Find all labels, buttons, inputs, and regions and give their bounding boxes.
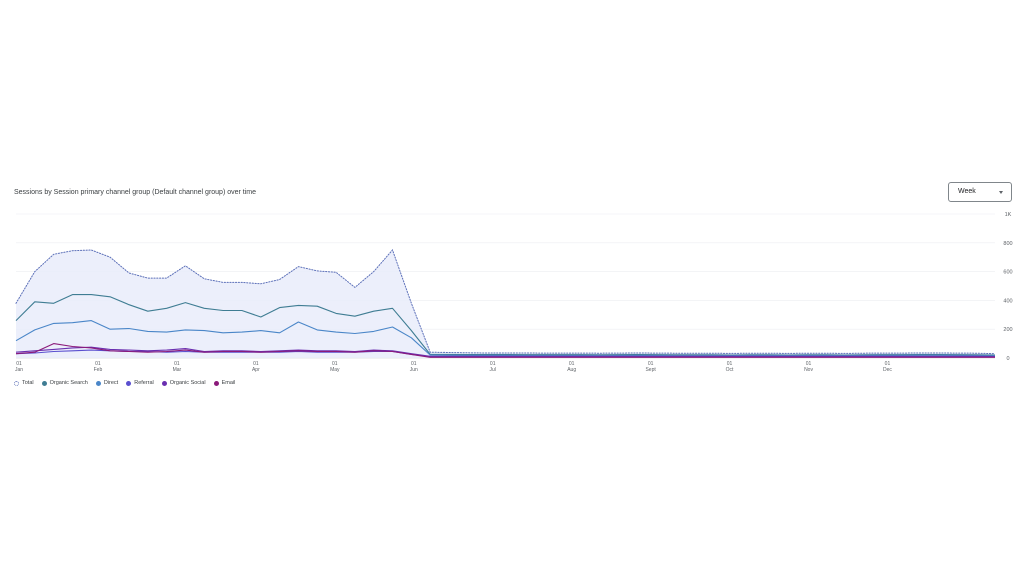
y-tick-label: 1K	[1005, 212, 1012, 218]
x-tick-day: 01	[95, 361, 101, 367]
y-tick-label: 800	[1003, 241, 1012, 247]
x-tick-day: 01	[332, 361, 338, 367]
x-tick-month: Dec	[883, 367, 892, 373]
legend-item-email[interactable]: Email	[213, 380, 236, 386]
x-tick-month: May	[330, 367, 340, 373]
x-tick-day: 01	[806, 361, 812, 367]
period-dropdown[interactable]: Week	[948, 182, 1012, 202]
legend-swatch-icon	[95, 380, 101, 386]
chart-title: Sessions by Session primary channel grou…	[14, 189, 257, 196]
x-tick-month: Aug	[567, 367, 576, 373]
x-tick-day: 01	[569, 361, 575, 367]
x-tick-month: Feb	[94, 367, 103, 373]
x-tick-day: 01	[727, 361, 733, 367]
x-tick-day: 01	[411, 361, 417, 367]
x-tick-month: Nov	[804, 367, 813, 373]
x-tick-day: 01	[174, 361, 180, 367]
legend-swatch-icon	[41, 380, 47, 386]
legend-swatch-icon	[14, 380, 19, 386]
x-tick-day: 01	[16, 361, 22, 367]
legend-swatch-icon	[126, 380, 132, 386]
total-area	[16, 250, 995, 358]
sessions-line-chart: 02004006008001K01Jan01Feb01Mar01Apr01May…	[15, 212, 1013, 373]
legend-swatch-icon	[161, 380, 167, 386]
legend-item-direct[interactable]: Direct	[95, 380, 119, 386]
organic-social-line	[15, 346, 996, 358]
caret-down-icon	[999, 191, 1003, 194]
organic-search-line	[15, 294, 996, 356]
x-tick-month: Sept	[645, 367, 656, 373]
x-tick-day: 01	[490, 361, 496, 367]
x-tick-month: Jan	[15, 367, 23, 373]
chart-legend: Total Organic Search Direct Referral Organic…	[14, 380, 235, 386]
legend-label: Direct	[103, 380, 119, 386]
x-tick-day: 01	[648, 361, 654, 367]
legend-item-referral[interactable]: Referral	[126, 380, 154, 386]
legend-label: Email	[221, 380, 236, 386]
x-tick-day: 01	[253, 361, 259, 367]
legend-item-organic-search[interactable]: Organic Search	[41, 380, 88, 386]
x-tick-day: 01	[885, 361, 891, 367]
total-line	[15, 249, 996, 355]
x-tick-month: Jun	[410, 367, 418, 373]
y-tick-label: 400	[1003, 298, 1012, 304]
y-tick-label: 600	[1003, 270, 1012, 276]
x-tick-month: Apr	[252, 367, 260, 373]
y-tick-label: 200	[1003, 327, 1012, 333]
legend-label: Organic Social	[169, 380, 206, 386]
legend-label: Total	[22, 380, 34, 386]
legend-label: Referral	[134, 380, 154, 386]
sessions-chart-card: 0 200 400 600 800 1K 01 Jan 01 Feb 01 Mar 01 Apr 01 May…	[0, 176, 1024, 396]
x-tick-month: Mar	[173, 367, 182, 373]
legend-item-total[interactable]: Total	[14, 380, 34, 386]
x-tick-month: Jul	[490, 367, 496, 373]
period-dropdown-value: Week	[958, 188, 976, 195]
y-tick-label: 0	[1006, 356, 1009, 362]
legend-label: Organic Search	[49, 380, 88, 386]
x-tick-month: Oct	[726, 367, 734, 373]
email-line	[15, 343, 995, 358]
legend-item-organic-social[interactable]: Organic Social	[161, 380, 206, 386]
direct-line	[15, 320, 996, 357]
legend-swatch-icon	[213, 380, 219, 386]
